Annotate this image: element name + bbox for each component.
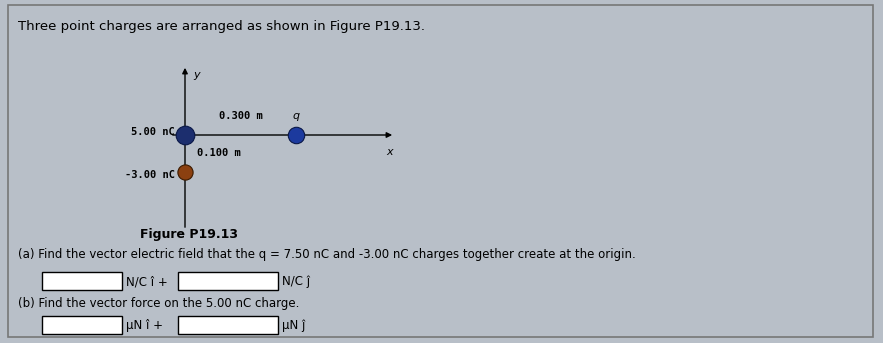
Text: 0.100 m: 0.100 m: [197, 149, 241, 158]
Text: 0.300 m: 0.300 m: [219, 111, 262, 121]
Text: (b) Find the vector force on the 5.00 nC charge.: (b) Find the vector force on the 5.00 nC…: [18, 297, 299, 310]
Point: [178, 132, 192, 138]
Text: Three point charges are arranged as shown in Figure P19.13.: Three point charges are arranged as show…: [18, 20, 425, 33]
Text: y: y: [193, 70, 200, 80]
Bar: [42, 316, 122, 334]
Text: μN î +: μN î +: [126, 319, 163, 332]
Point: [178, 169, 192, 175]
Point: [289, 132, 303, 138]
Bar: [42, 272, 122, 290]
Text: -3.00 nC: -3.00 nC: [125, 170, 175, 180]
Text: 5.00 nC: 5.00 nC: [132, 127, 175, 137]
Text: N/C ĵ: N/C ĵ: [282, 275, 310, 288]
Bar: [178, 272, 278, 290]
Text: N/C î +: N/C î +: [126, 275, 168, 288]
Text: Figure P19.13: Figure P19.13: [140, 228, 238, 241]
Text: μN ĵ: μN ĵ: [282, 319, 306, 332]
Bar: [178, 316, 278, 334]
Text: x: x: [387, 147, 393, 157]
Text: (a) Find the vector electric field that the q = 7.50 nC and -3.00 nC charges tog: (a) Find the vector electric field that …: [18, 248, 636, 261]
Text: q: q: [292, 111, 299, 121]
